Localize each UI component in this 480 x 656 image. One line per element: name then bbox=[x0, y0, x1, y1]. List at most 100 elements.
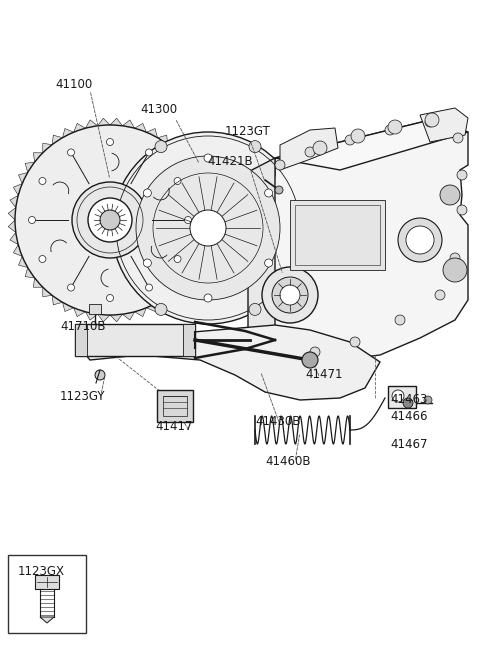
Circle shape bbox=[310, 347, 320, 357]
Polygon shape bbox=[110, 118, 122, 126]
Polygon shape bbox=[19, 173, 28, 184]
Circle shape bbox=[174, 178, 181, 184]
Polygon shape bbox=[198, 245, 206, 256]
Bar bbox=[89, 304, 101, 314]
Circle shape bbox=[145, 284, 153, 291]
Circle shape bbox=[15, 125, 205, 315]
Circle shape bbox=[403, 398, 413, 408]
Polygon shape bbox=[168, 287, 177, 297]
Circle shape bbox=[264, 189, 273, 197]
Text: 41417: 41417 bbox=[155, 420, 192, 433]
Circle shape bbox=[174, 255, 181, 262]
Polygon shape bbox=[10, 195, 18, 207]
Circle shape bbox=[425, 113, 439, 127]
Polygon shape bbox=[204, 220, 212, 232]
Polygon shape bbox=[85, 120, 97, 128]
Polygon shape bbox=[80, 325, 380, 400]
Circle shape bbox=[144, 189, 151, 197]
Circle shape bbox=[28, 216, 36, 224]
Polygon shape bbox=[122, 120, 134, 128]
Circle shape bbox=[313, 141, 327, 155]
Circle shape bbox=[440, 185, 460, 205]
Circle shape bbox=[144, 259, 151, 267]
Bar bbox=[75, 324, 195, 356]
Polygon shape bbox=[8, 220, 16, 232]
Circle shape bbox=[204, 294, 212, 302]
Polygon shape bbox=[177, 153, 187, 162]
Polygon shape bbox=[85, 312, 97, 320]
Polygon shape bbox=[192, 256, 202, 268]
Circle shape bbox=[385, 125, 395, 135]
Circle shape bbox=[302, 352, 318, 368]
Circle shape bbox=[296, 222, 308, 234]
Polygon shape bbox=[10, 232, 18, 245]
Circle shape bbox=[395, 315, 405, 325]
Circle shape bbox=[155, 304, 167, 316]
Polygon shape bbox=[8, 207, 16, 220]
Polygon shape bbox=[13, 245, 22, 256]
Circle shape bbox=[435, 290, 445, 300]
Circle shape bbox=[457, 170, 467, 180]
Circle shape bbox=[264, 259, 273, 267]
Polygon shape bbox=[185, 268, 195, 278]
Text: 41463: 41463 bbox=[390, 393, 427, 406]
Polygon shape bbox=[420, 108, 468, 142]
Polygon shape bbox=[97, 118, 110, 126]
Text: 41430B: 41430B bbox=[255, 415, 300, 428]
Polygon shape bbox=[33, 278, 43, 287]
Circle shape bbox=[190, 210, 226, 246]
Circle shape bbox=[39, 255, 46, 262]
Circle shape bbox=[450, 253, 460, 263]
Bar bbox=[388, 386, 416, 408]
Circle shape bbox=[68, 284, 74, 291]
Polygon shape bbox=[270, 120, 468, 360]
Polygon shape bbox=[134, 308, 146, 317]
Circle shape bbox=[425, 117, 435, 127]
Circle shape bbox=[107, 138, 113, 146]
Polygon shape bbox=[192, 173, 202, 184]
Text: 41460B: 41460B bbox=[265, 455, 311, 468]
Circle shape bbox=[72, 182, 148, 258]
Bar bbox=[290, 200, 385, 270]
Polygon shape bbox=[19, 256, 28, 268]
Text: 41466: 41466 bbox=[390, 410, 428, 423]
Polygon shape bbox=[73, 123, 85, 133]
Polygon shape bbox=[122, 312, 134, 320]
Text: 41471: 41471 bbox=[305, 368, 343, 381]
Polygon shape bbox=[134, 123, 146, 133]
Bar bbox=[8, 555, 86, 633]
Polygon shape bbox=[73, 308, 85, 317]
Bar bbox=[295, 205, 380, 265]
Bar bbox=[157, 390, 193, 422]
Circle shape bbox=[272, 277, 308, 313]
Circle shape bbox=[345, 135, 355, 145]
Text: 41100: 41100 bbox=[55, 78, 92, 91]
Circle shape bbox=[204, 154, 212, 162]
Bar bbox=[75, 324, 87, 356]
Circle shape bbox=[453, 133, 463, 143]
Circle shape bbox=[39, 178, 46, 184]
Polygon shape bbox=[177, 278, 187, 287]
Text: 1123GX: 1123GX bbox=[18, 565, 65, 578]
Circle shape bbox=[145, 149, 153, 156]
Polygon shape bbox=[62, 129, 73, 138]
Circle shape bbox=[112, 132, 304, 324]
Circle shape bbox=[398, 218, 442, 262]
Circle shape bbox=[275, 160, 285, 170]
Polygon shape bbox=[25, 162, 35, 173]
Circle shape bbox=[249, 304, 261, 316]
Circle shape bbox=[108, 222, 120, 234]
Circle shape bbox=[457, 205, 467, 215]
Circle shape bbox=[443, 258, 467, 282]
Polygon shape bbox=[25, 268, 35, 278]
Circle shape bbox=[249, 140, 261, 153]
Text: 1123GY: 1123GY bbox=[60, 390, 106, 403]
Polygon shape bbox=[275, 120, 468, 170]
Circle shape bbox=[406, 226, 434, 254]
Circle shape bbox=[392, 390, 404, 402]
Polygon shape bbox=[185, 162, 195, 173]
Polygon shape bbox=[52, 135, 62, 144]
Polygon shape bbox=[33, 153, 43, 162]
Circle shape bbox=[275, 186, 283, 194]
Circle shape bbox=[351, 129, 365, 143]
